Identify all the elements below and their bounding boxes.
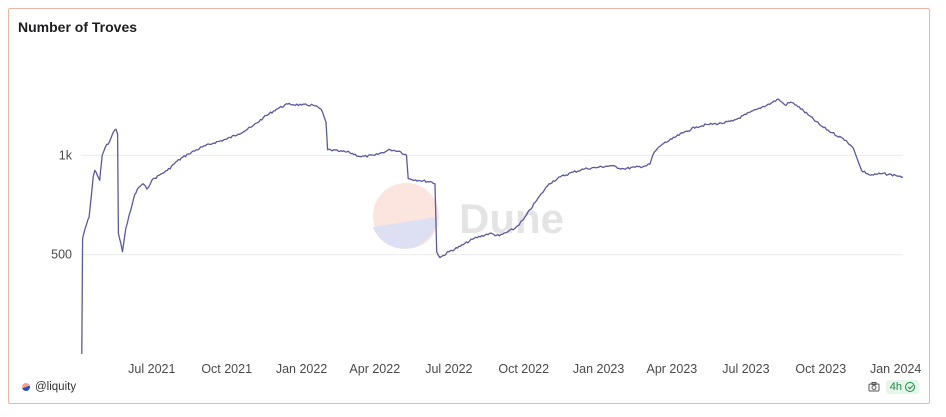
dune-logo-icon	[22, 383, 30, 391]
grid-lines	[81, 154, 903, 256]
x-tick-label: Apr 2023	[646, 362, 697, 376]
camera-icon[interactable]	[868, 381, 880, 393]
line-chart: Dune 500 1k Jul 2021 Oct 2021 Jan 2022 Apr 2…	[51, 98, 921, 376]
x-tick-label: Apr 2022	[349, 362, 400, 376]
x-tick-label: Jul 2021	[128, 362, 175, 376]
dune-watermark: Dune	[373, 183, 564, 249]
x-tick-label: Oct 2021	[201, 362, 252, 376]
x-tick-label: Jul 2023	[722, 362, 769, 376]
check-circle-icon	[905, 382, 915, 392]
x-tick-label: Jan 2023	[573, 362, 624, 376]
x-tick-label: Jan 2022	[276, 362, 327, 376]
chart-title: Number of Troves	[18, 19, 138, 35]
x-tick-label: Jan 2024	[870, 362, 921, 376]
y-tick-label: 500	[51, 248, 72, 262]
x-axis-ticks: Jul 2021 Oct 2021 Jan 2022 Apr 2022 Jul 2022…	[128, 362, 921, 376]
x-tick-label: Oct 2022	[498, 362, 549, 376]
author-label: @liquity	[35, 381, 77, 393]
series-group	[81, 98, 904, 355]
refresh-badge[interactable]: 4h	[885, 380, 919, 394]
chart-card: Number of Troves Dune 500 1k Jul 2021 Oct …	[8, 8, 930, 404]
refresh-label: 4h	[889, 381, 902, 393]
footer-actions: 4h	[868, 380, 919, 394]
x-tick-label: Jul 2022	[425, 362, 472, 376]
svg-text:Dune: Dune	[459, 195, 564, 242]
y-tick-label: 1k	[59, 148, 73, 162]
author-tag[interactable]: @liquity	[22, 381, 76, 393]
y-axis-ticks: 500 1k	[51, 148, 73, 261]
troves-series-line	[81, 98, 904, 355]
x-tick-label: Oct 2023	[795, 362, 846, 376]
